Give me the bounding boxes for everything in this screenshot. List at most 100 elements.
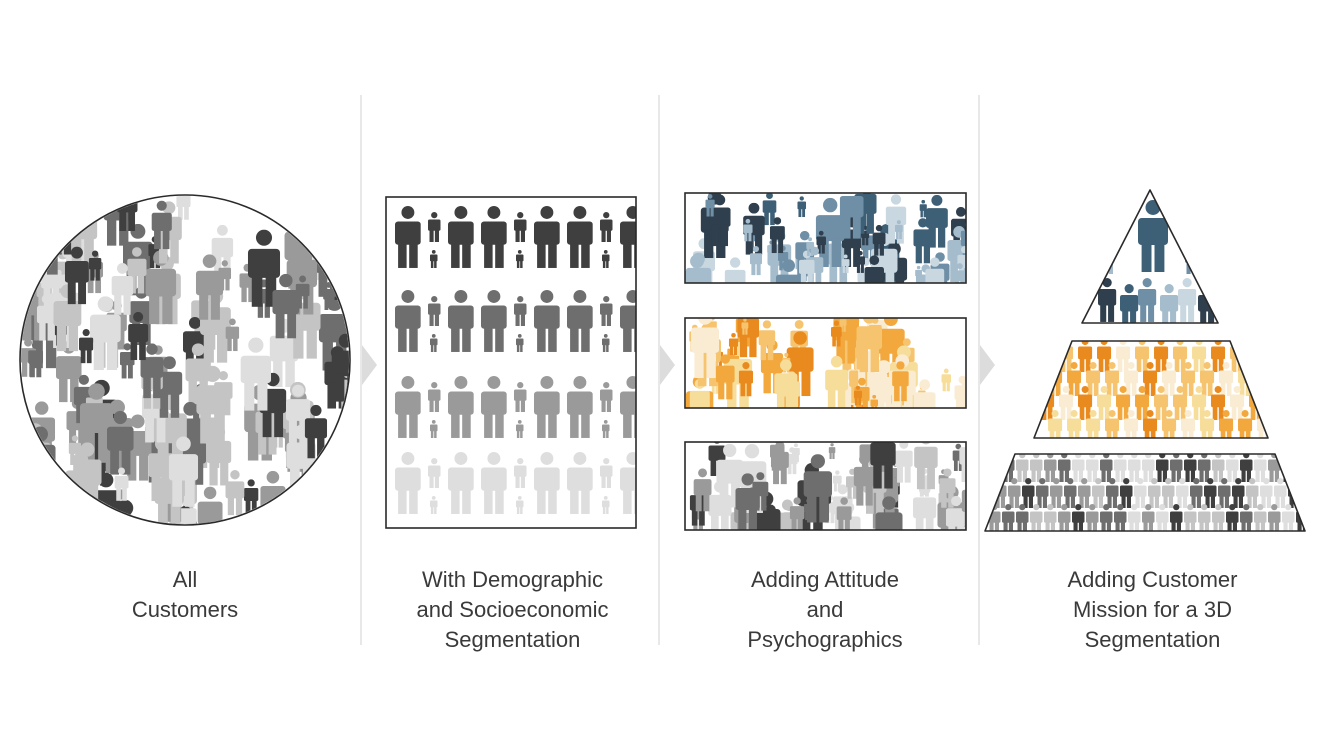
person-icon xyxy=(988,454,1001,482)
person-icon xyxy=(737,318,760,358)
person-icon xyxy=(1184,504,1197,531)
person-icon xyxy=(318,458,347,524)
person-icon xyxy=(600,382,613,412)
person-icon xyxy=(602,250,610,268)
person-icon xyxy=(1016,454,1029,482)
person-icon xyxy=(428,458,441,488)
chevron-right-icon xyxy=(362,345,377,385)
person-icon xyxy=(27,196,43,220)
person-icon xyxy=(602,334,610,352)
person-icon xyxy=(1249,386,1264,420)
person-icon xyxy=(1226,504,1239,531)
person-icon xyxy=(1268,504,1281,531)
caption-line: and Socioeconomic xyxy=(416,597,609,622)
attitude-segment-orange xyxy=(685,318,966,408)
person-icon xyxy=(1274,478,1287,508)
person-icon xyxy=(567,290,593,352)
segment-outline-blue xyxy=(684,192,967,284)
caption-line: With Demographic xyxy=(422,567,603,592)
person-icon xyxy=(1260,478,1273,508)
demographic-segments-panel xyxy=(395,206,636,514)
person-icon xyxy=(1190,478,1203,508)
person-icon xyxy=(534,290,560,352)
person-icon xyxy=(428,212,441,242)
person-icon xyxy=(312,464,344,524)
person-icon xyxy=(1040,341,1055,372)
caption-customer-mission: Adding Customer Mission for a 3D Segment… xyxy=(1020,565,1285,655)
circle-outline xyxy=(19,194,351,526)
person-icon xyxy=(25,216,38,248)
person-icon xyxy=(1212,454,1225,482)
caption-line: Adding Attitude xyxy=(750,567,899,592)
person-icon xyxy=(481,206,507,268)
chevron-right-icon xyxy=(980,345,995,385)
person-icon xyxy=(448,290,474,352)
person-icon xyxy=(1002,454,1015,482)
person-icon xyxy=(832,470,842,492)
person-icon xyxy=(1257,362,1268,396)
person-icon xyxy=(46,213,61,246)
person-icon xyxy=(534,452,560,514)
person-icon xyxy=(1204,478,1217,508)
person-icon xyxy=(1044,454,1057,482)
person-icon xyxy=(913,379,936,408)
person-icon xyxy=(21,444,41,506)
person-icon xyxy=(1160,284,1179,323)
person-icon xyxy=(1048,362,1063,396)
person-icon xyxy=(1162,478,1175,508)
person-icon xyxy=(1226,454,1239,482)
person-icon xyxy=(240,337,272,411)
person-icon xyxy=(430,334,438,352)
person-icon xyxy=(600,458,613,488)
person-icon xyxy=(321,474,349,524)
person-icon xyxy=(428,296,441,326)
person-icon xyxy=(514,458,527,488)
attitude-segment-gray xyxy=(689,442,966,530)
person-icon xyxy=(1008,478,1021,508)
person-icon xyxy=(1170,504,1183,531)
person-icon xyxy=(828,443,836,460)
person-icon xyxy=(1156,454,1169,482)
person-icon xyxy=(1106,478,1119,508)
person-icon xyxy=(1120,284,1139,323)
all-customers-circle xyxy=(21,196,349,524)
person-icon xyxy=(1078,478,1091,508)
person-icon xyxy=(1138,200,1168,272)
person-icon xyxy=(315,196,343,254)
person-icon xyxy=(1100,454,1113,482)
person-icon xyxy=(1092,478,1105,508)
person-icon xyxy=(1072,454,1085,482)
person-icon xyxy=(1100,504,1113,531)
person-icon xyxy=(567,376,593,438)
person-icon xyxy=(1246,478,1259,508)
person-icon xyxy=(941,368,951,392)
person-icon xyxy=(1240,454,1253,482)
person-icon xyxy=(481,376,507,438)
person-icon xyxy=(21,389,24,421)
segment-outline-gray xyxy=(684,441,967,531)
person-icon xyxy=(602,496,610,514)
person-icon xyxy=(1198,454,1211,482)
person-icon xyxy=(1184,454,1197,482)
person-icon xyxy=(514,296,527,326)
person-icon xyxy=(395,452,421,514)
person-icon xyxy=(45,477,75,524)
person-icon xyxy=(1102,244,1115,274)
person-icon xyxy=(481,452,507,514)
person-icon xyxy=(1230,341,1245,372)
person-icon xyxy=(620,290,636,352)
person-icon xyxy=(197,486,223,524)
caption-line: Adding Customer xyxy=(1067,567,1238,592)
person-icon xyxy=(1178,278,1197,322)
person-icon xyxy=(1138,278,1157,322)
caption-line: Customers xyxy=(131,597,239,622)
caption-attitude: Adding Attitude and Psychographics xyxy=(700,565,950,655)
person-icon xyxy=(1072,504,1085,531)
person-icon xyxy=(600,212,613,242)
person-icon xyxy=(1282,504,1295,531)
person-icon xyxy=(1240,504,1253,531)
caption-line: Segmentation xyxy=(444,627,581,652)
caption-demographic: With Demographic and Socioeconomic Segme… xyxy=(380,565,645,655)
person-icon xyxy=(534,206,560,268)
person-icon xyxy=(913,483,937,530)
